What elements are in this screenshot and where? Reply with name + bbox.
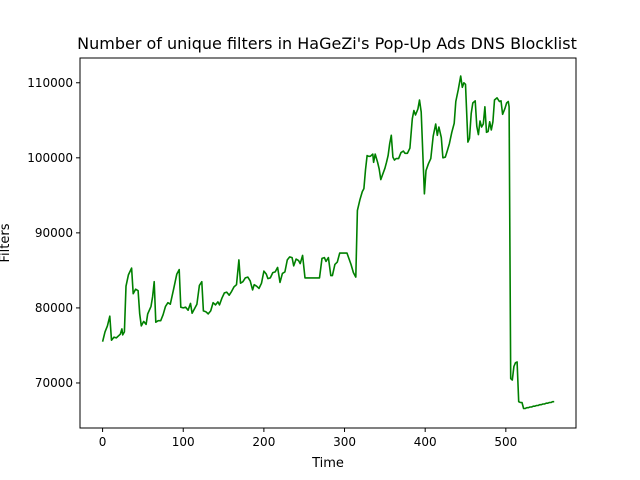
y-axis: 70000 80000 90000 100000 110000 [27, 76, 80, 390]
y-axis-label: Filters [0, 223, 13, 262]
x-tick-label: 500 [494, 435, 517, 449]
x-tick-label: 400 [414, 435, 437, 449]
x-axis: 0 100 200 300 400 500 [99, 428, 517, 449]
plot-area [101, 75, 555, 410]
x-tick-label: 100 [172, 435, 195, 449]
x-tick-label: 300 [333, 435, 356, 449]
y-tick-label: 80000 [35, 301, 73, 315]
y-tick-label: 70000 [35, 376, 73, 390]
chart-title: Number of unique filters in HaGeZi's Pop… [77, 34, 577, 53]
y-tick-label: 90000 [35, 226, 73, 240]
series-line-0 [101, 75, 555, 410]
x-axis-label: Time [311, 456, 344, 471]
x-tick-label: 200 [252, 435, 275, 449]
x-tick-label: 0 [99, 435, 107, 449]
y-tick-label: 100000 [27, 151, 73, 165]
axes-frame [79, 57, 577, 429]
y-tick-label: 110000 [27, 76, 73, 90]
